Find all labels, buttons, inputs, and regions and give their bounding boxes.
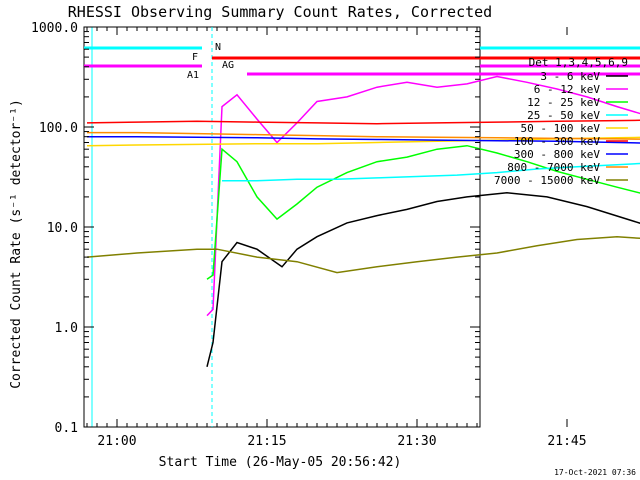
legend-entry: 50 - 100 keV [521, 122, 601, 135]
legend-entry: 3 - 6 keV [540, 70, 600, 83]
y-tick-label: 10.0 [47, 221, 78, 236]
legend-title: Det 1,3,4,5,6,9 [529, 56, 628, 69]
series-line [222, 162, 640, 182]
series-line [87, 135, 640, 144]
series-line [87, 131, 640, 140]
legend-entry: 12 - 25 keV [527, 96, 600, 109]
legend-entry: 6 - 12 keV [534, 83, 601, 96]
flag-bars: NFAGA1S [84, 27, 640, 427]
plot-frame [83, 26, 481, 428]
data-series [86, 75, 640, 367]
y-tick-label: 1.0 [55, 321, 78, 336]
legend-entry: 300 - 800 keV [514, 148, 600, 161]
flag-label: A1 [187, 70, 199, 81]
series-line [86, 119, 640, 125]
y-tick-label: 0.1 [55, 421, 78, 436]
footer-date: 17-Oct-2021 07:36 [554, 468, 636, 477]
series-line [86, 136, 640, 147]
x-tick-label: 21:00 [97, 434, 136, 449]
legend-entry: 800 - 7000 keV [507, 161, 600, 174]
axis-ticks: 21:0021:1521:3021:4522:0022:1522:301000.… [31, 21, 587, 449]
chart-title: RHESSI Observing Summary Count Rates, Co… [68, 3, 492, 21]
series-line [206, 75, 640, 317]
x-axis-label: Start Time (26-May-05 20:56:42) [159, 455, 402, 470]
legend-entry: 7000 - 15000 keV [494, 174, 600, 187]
x-tick-label: 21:15 [247, 434, 286, 449]
x-tick-label: 21:45 [547, 434, 586, 449]
flag-label: AG [222, 60, 234, 71]
series-line [206, 192, 640, 367]
legend-entry: 25 - 50 keV [527, 109, 600, 122]
y-tick-label: 1000.0 [31, 21, 78, 36]
flag-label: F [192, 52, 198, 63]
series-line [206, 144, 640, 280]
legend-entry: 100 - 300 keV [514, 135, 600, 148]
x-tick-label: 21:30 [397, 434, 436, 449]
series-line [86, 235, 640, 274]
y-axis-label: Corrected Count Rate (s⁻¹ detector⁻¹) [9, 99, 24, 389]
y-tick-label: 100.0 [39, 121, 78, 136]
flag-label: N [215, 42, 221, 53]
